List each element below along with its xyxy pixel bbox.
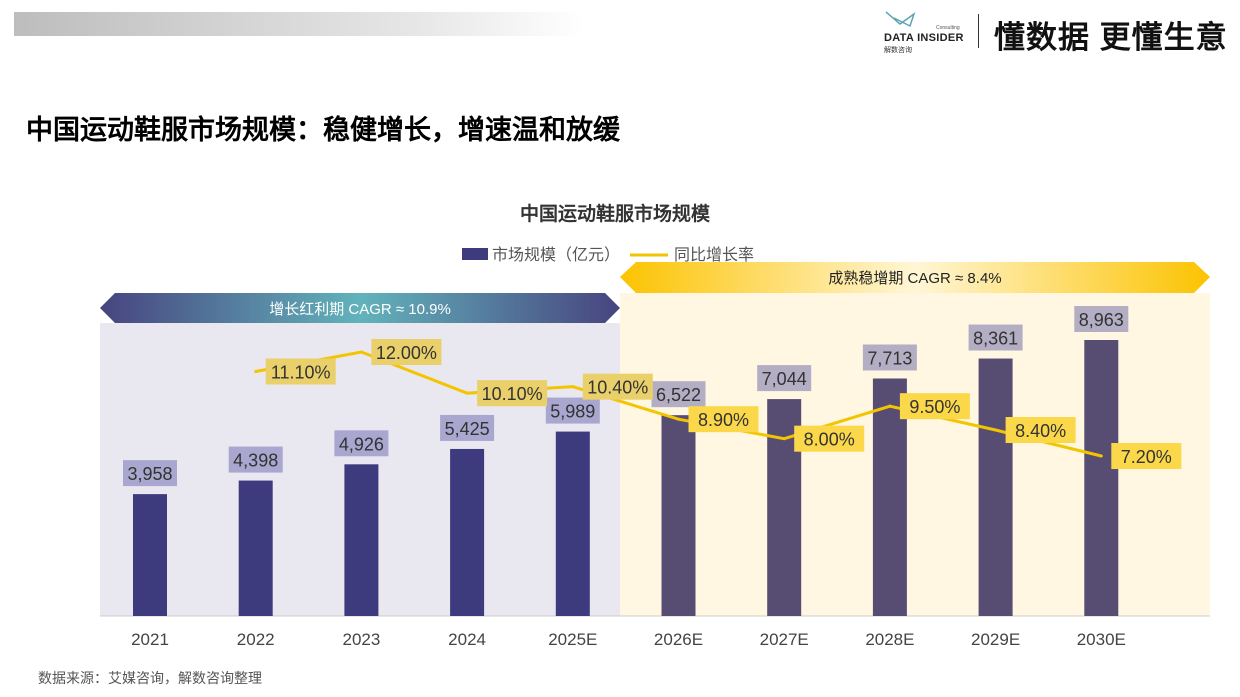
- bar-value-label: 5,425: [445, 419, 490, 439]
- period-banner-mature: [620, 262, 1210, 293]
- bar: [344, 464, 379, 616]
- x-tick-label: 2030E: [1077, 630, 1126, 649]
- header-bar: [14, 12, 584, 36]
- x-tick-label: 2022: [237, 630, 275, 649]
- line-label-bg: [371, 339, 442, 365]
- line-value-label: 9.50%: [909, 397, 960, 417]
- bar-label-bg: [968, 324, 1023, 351]
- bar-value-label: 8,963: [1079, 310, 1124, 330]
- legend-label-line: 同比增长率: [674, 246, 754, 264]
- x-tick-label: 2026E: [654, 630, 703, 649]
- line-point: [359, 350, 363, 354]
- x-tick-label: 2029E: [971, 630, 1020, 649]
- legend-label-bar: 市场规模（亿元）: [492, 246, 620, 264]
- bar-label-bg: [228, 446, 283, 473]
- line-label-bg: [899, 393, 970, 420]
- bar: [1084, 340, 1119, 616]
- line-label-bg: [582, 373, 653, 400]
- page-title: 中国运动鞋服市场规模：稳健增长，增速温和放缓: [26, 115, 620, 145]
- line-value-label: 7.20%: [1121, 447, 1172, 467]
- bar-label-bg: [651, 381, 706, 408]
- bar-value-label: 7,044: [762, 369, 807, 389]
- bar-value-label: 4,398: [233, 451, 278, 471]
- x-tick-label: 2023: [342, 630, 380, 649]
- logo-brand: DATA INSIDER: [884, 32, 964, 44]
- chart-title: 中国运动鞋服市场规模: [520, 202, 711, 225]
- line-value-label: 10.40%: [587, 378, 648, 398]
- x-tick-label: 2021: [131, 630, 169, 649]
- bar-label-bg: [334, 430, 389, 457]
- logo-consulting: Consulting: [936, 25, 960, 31]
- line-label-bg: [477, 380, 548, 407]
- bar-label-bg: [123, 460, 177, 487]
- bar-value-label: 8,361: [973, 329, 1018, 349]
- line-label-bg: [794, 425, 865, 452]
- period-label-growth: 增长红利期 CAGR ≈ 10.9%: [269, 301, 451, 318]
- line-value-label: 11.10%: [271, 363, 331, 383]
- bar-label-bg: [862, 344, 917, 371]
- x-tick-label: 2028E: [865, 630, 914, 649]
- bar: [238, 480, 273, 616]
- bar-label-bg: [440, 414, 495, 441]
- line-point: [254, 370, 258, 374]
- line-value-label: 8.90%: [698, 410, 749, 430]
- line-value-label: 10.10%: [482, 384, 543, 404]
- bar-value-label: 6,522: [656, 385, 701, 405]
- divider: [978, 14, 979, 48]
- period-label-mature: 成熟稳增期 CAGR ≈ 8.4%: [828, 270, 1001, 287]
- line-label-bg: [688, 406, 759, 433]
- line-label-bg: [1005, 417, 1076, 444]
- legend-swatch-bar: [462, 248, 488, 260]
- line-value-label: 12.00%: [376, 343, 437, 363]
- line-point: [782, 437, 786, 441]
- bar-label-bg: [757, 365, 812, 392]
- bar-value-label: 7,713: [867, 348, 912, 368]
- line-value-label: 8.40%: [1015, 421, 1066, 441]
- bar: [661, 415, 696, 616]
- line-point: [571, 385, 575, 389]
- bar-value-label: 3,958: [127, 464, 172, 484]
- x-tick-label: 2027E: [760, 630, 809, 649]
- bar: [555, 431, 590, 616]
- x-tick-label: 2025E: [548, 630, 597, 649]
- bar-value-label: 4,926: [339, 434, 384, 454]
- logo: Consulting DATA INSIDER 解数咨询: [884, 10, 964, 54]
- line-point: [888, 404, 892, 408]
- logo-icon: [885, 11, 916, 28]
- line-label-bg: [265, 358, 336, 385]
- period-banner-growth: [100, 293, 620, 323]
- source-note: 数据来源：艾媒咨询，解数咨询整理: [38, 670, 262, 686]
- logo-sub: 解数咨询: [884, 47, 912, 54]
- line-value-label: 8.00%: [804, 430, 855, 450]
- line-point: [465, 391, 469, 395]
- bar: [450, 448, 485, 616]
- slogan: 懂数据 更懂生意: [994, 20, 1228, 55]
- line-label-bg: [1111, 443, 1182, 470]
- line-point: [994, 428, 998, 432]
- bar-label-bg: [1074, 306, 1129, 332]
- bar: [133, 494, 167, 616]
- bar-value-label: 5,989: [550, 402, 595, 422]
- line-point: [677, 417, 680, 421]
- x-tick-label: 2024: [448, 630, 486, 649]
- bar: [978, 358, 1013, 616]
- line-point: [1099, 454, 1103, 458]
- bar-label-bg: [545, 397, 600, 424]
